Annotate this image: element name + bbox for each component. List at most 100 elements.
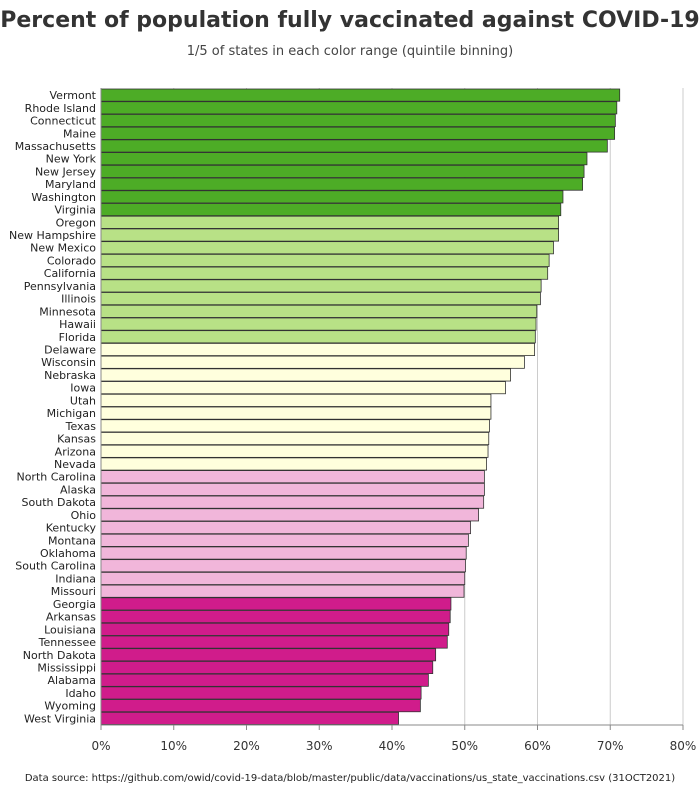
bar: [100, 292, 541, 306]
bar: [100, 470, 485, 484]
bar: [100, 533, 469, 547]
category-label: Massachusetts: [15, 140, 97, 153]
category-label: Missouri: [51, 585, 96, 598]
bar: [100, 241, 554, 255]
bar: [100, 266, 549, 280]
category-label: Maine: [63, 127, 96, 140]
bar: [100, 139, 608, 153]
bar: [100, 203, 562, 217]
category-label: Arizona: [55, 445, 96, 458]
category-label: New Mexico: [30, 242, 96, 255]
x-tick-label: 80%: [670, 739, 697, 753]
bar: [100, 355, 525, 369]
bar: [100, 393, 492, 407]
category-label: Delaware: [44, 344, 96, 357]
category-label: South Carolina: [15, 560, 96, 573]
x-tick-label: 70%: [597, 739, 624, 753]
bar: [100, 546, 467, 560]
category-label: Georgia: [53, 598, 96, 611]
bar: [100, 406, 492, 420]
category-label: Idaho: [65, 687, 96, 700]
bar: [100, 432, 490, 446]
category-label: Arkansas: [46, 611, 96, 624]
bar: [100, 622, 450, 636]
bar: [100, 673, 429, 687]
bar: [100, 152, 588, 166]
category-label: Washington: [31, 191, 96, 204]
bar: [100, 126, 616, 140]
category-label: Kansas: [57, 433, 96, 446]
x-tick-label: 50%: [451, 739, 478, 753]
category-label: Kentucky: [46, 522, 97, 535]
category-label: New Hampshire: [9, 229, 96, 242]
bar: [100, 114, 616, 128]
bars: [100, 88, 621, 725]
bar: [100, 495, 485, 509]
category-label: Nevada: [54, 458, 96, 471]
bar: [100, 164, 585, 178]
x-tick-label: 30%: [306, 739, 333, 753]
bar: [100, 279, 542, 293]
category-label: Pennsylvania: [24, 280, 96, 293]
category-label: South Dakota: [22, 496, 96, 509]
category-label: Texas: [65, 420, 97, 433]
bar: [100, 317, 537, 331]
chart-subtitle: 1/5 of states in each color range (quint…: [186, 44, 514, 59]
bar: [100, 699, 421, 713]
category-label: Illinois: [61, 293, 96, 306]
x-axis: 0% 10% 20% 30% 40% 50% 60% 70% 80%: [91, 88, 696, 753]
x-tick-label: 0%: [91, 739, 110, 753]
bar: [100, 635, 448, 649]
category-label: Colorado: [47, 254, 96, 267]
bar: [100, 381, 506, 395]
bar: [100, 304, 538, 318]
bar: [100, 648, 437, 662]
category-label: Wyoming: [44, 700, 96, 713]
data-source-note: Data source: https://github.com/owid/cov…: [24, 773, 676, 784]
category-label: Iowa: [70, 382, 96, 395]
x-tick-label: 20%: [233, 739, 260, 753]
bar: [100, 215, 559, 229]
bar: [100, 190, 564, 204]
category-label: Minnesota: [39, 305, 96, 318]
bar: [100, 584, 465, 598]
bar: [100, 88, 621, 102]
category-label: Rhode Island: [25, 102, 96, 115]
category-label: Louisiana: [44, 623, 96, 636]
category-label: Hawaii: [59, 318, 96, 331]
category-label: North Dakota: [23, 649, 96, 662]
bar: [100, 521, 471, 535]
bar: [100, 342, 535, 356]
category-label: West Virginia: [24, 712, 96, 725]
category-label: New York: [46, 153, 97, 166]
category-label: Florida: [59, 331, 96, 344]
x-tick-label: 10%: [160, 739, 187, 753]
category-label: North Carolina: [16, 471, 96, 484]
bar: [100, 482, 485, 496]
category-label: Indiana: [55, 572, 96, 585]
chart-title: Percent of population fully vaccinated a…: [0, 8, 700, 33]
bar: [100, 686, 422, 700]
x-tick-label: 60%: [524, 739, 551, 753]
category-label: Michigan: [47, 407, 96, 420]
category-label: New Jersey: [35, 165, 97, 178]
bar: [100, 419, 490, 433]
category-label: Mississippi: [37, 662, 96, 675]
bar: [100, 177, 584, 191]
bar: [100, 508, 479, 522]
bar: [100, 597, 452, 611]
bar: [100, 101, 618, 115]
category-label: Nebraska: [44, 369, 96, 382]
category-label: Vermont: [50, 89, 97, 102]
x-tick-label: 40%: [379, 739, 406, 753]
category-label: Wisconsin: [41, 356, 96, 369]
bar: [100, 457, 487, 471]
category-label: Virginia: [55, 204, 96, 217]
bar: [100, 330, 536, 344]
bar: [100, 559, 466, 573]
bar: [100, 711, 399, 725]
bar: [100, 368, 511, 382]
bar: [100, 610, 451, 624]
category-label: Connecticut: [30, 115, 97, 128]
